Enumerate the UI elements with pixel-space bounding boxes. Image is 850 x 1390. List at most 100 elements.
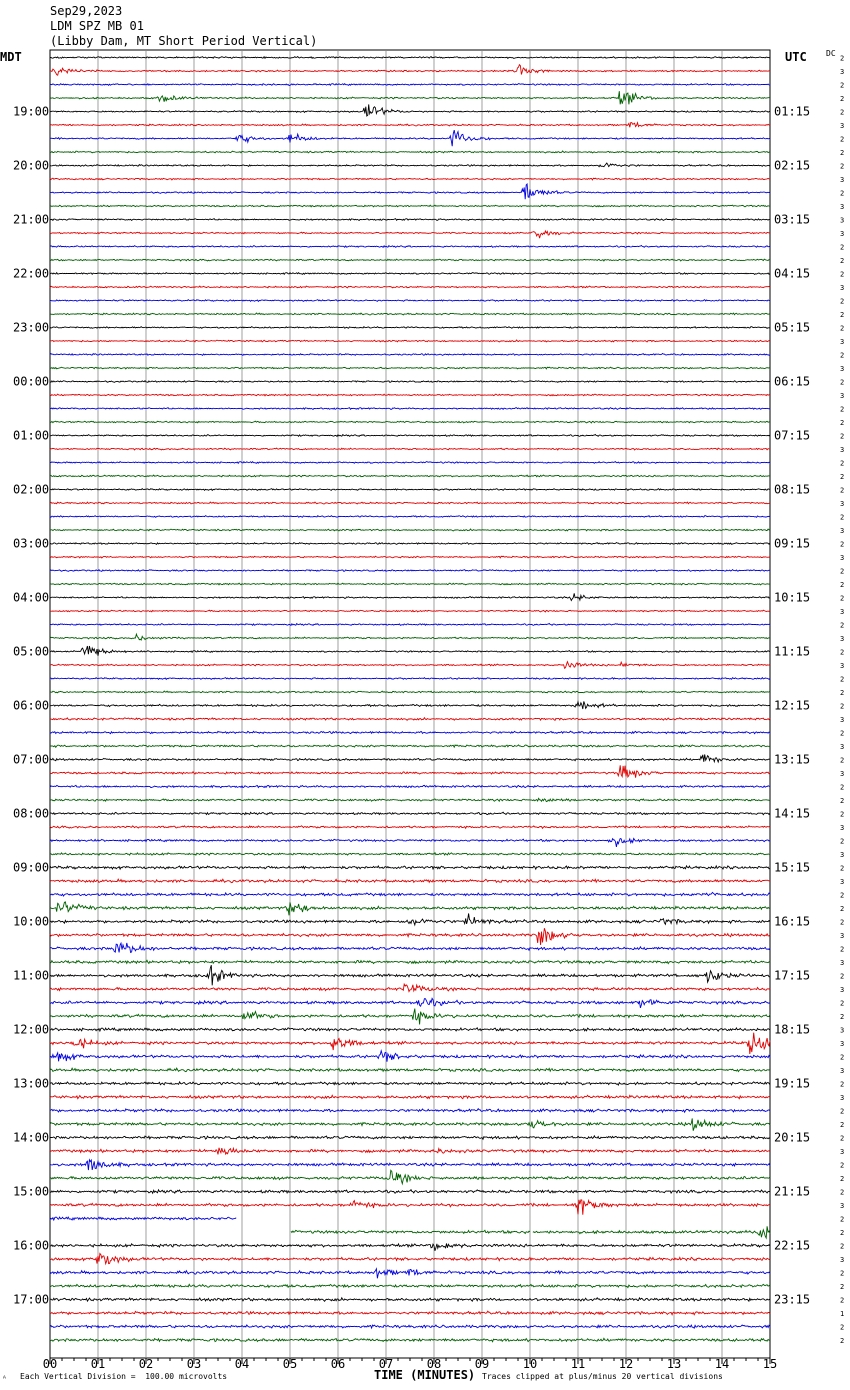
dc-offset-value: 3 <box>840 1148 844 1156</box>
dc-offset-value: 3 <box>840 932 844 940</box>
seismic-trace <box>49 730 771 735</box>
seismic-trace <box>49 501 771 505</box>
dc-offset-value: 3 <box>840 1202 844 1210</box>
dc-offset-value: 2 <box>840 1162 844 1170</box>
x-tick-label: 09 <box>475 1357 489 1371</box>
seismic-trace <box>49 1252 771 1266</box>
dc-offset-value: 2 <box>840 473 844 481</box>
dc-offset-value: 2 <box>840 892 844 900</box>
dc-offset-value: 2 <box>840 676 844 684</box>
seismic-trace <box>49 460 771 465</box>
dc-offset-value: 3 <box>840 68 844 76</box>
right-time-label: 10:15 <box>774 591 810 605</box>
seismic-trace <box>49 177 770 181</box>
dc-offset-value: 2 <box>840 797 844 805</box>
dc-offset-value: 2 <box>840 905 844 913</box>
dc-offset-value: 2 <box>840 149 844 157</box>
dc-offset-value: 2 <box>840 568 844 576</box>
x-tick-label: 08 <box>427 1357 441 1371</box>
dc-offset-value: 2 <box>840 55 844 63</box>
dc-offset-value: 2 <box>840 406 844 414</box>
dc-offset-value: 3 <box>840 824 844 832</box>
dc-offset-value: 2 <box>840 163 844 171</box>
seismic-trace <box>49 825 771 830</box>
seismic-trace <box>49 754 771 764</box>
dc-offset-value: 2 <box>840 919 844 927</box>
seismic-trace <box>49 258 771 262</box>
right-timezone-label: UTC <box>785 50 807 64</box>
seismic-trace <box>49 1067 771 1073</box>
dc-offset-value: 2 <box>840 595 844 603</box>
right-time-label: 01:15 <box>774 105 810 119</box>
seismic-trace <box>49 1188 771 1195</box>
seismic-trace <box>49 928 771 946</box>
dc-offset-value: 3 <box>840 338 844 346</box>
left-time-label: 22:00 <box>13 267 49 281</box>
dc-offset-value: 3 <box>840 959 844 967</box>
left-time-label: 13:00 <box>13 1077 49 1091</box>
seismic-trace <box>49 1267 771 1279</box>
seismic-trace <box>49 1146 771 1156</box>
seismic-trace <box>49 568 771 573</box>
seismic-trace <box>49 660 771 670</box>
seismic-trace <box>49 582 771 586</box>
seismic-trace <box>49 797 771 803</box>
dc-offset-value: 3 <box>840 986 844 994</box>
x-tick-label: 06 <box>331 1357 345 1371</box>
left-time-label: 15:00 <box>13 1185 49 1199</box>
dc-offset-value: 3 <box>840 1027 844 1035</box>
dc-offset-value: 2 <box>840 649 844 657</box>
right-time-label: 09:15 <box>774 537 810 551</box>
dc-offset-value: 2 <box>840 379 844 387</box>
x-tick-label: 04 <box>235 1357 249 1371</box>
dc-offset-value: 3 <box>840 662 844 670</box>
dc-offset-value: 2 <box>840 1243 844 1251</box>
clip-note: Traces clipped at plus/minus 20 vertical… <box>482 1372 723 1381</box>
seismic-trace <box>49 1134 771 1141</box>
seismic-trace <box>49 55 771 60</box>
left-time-label: 07:00 <box>13 753 49 767</box>
left-time-label: 14:00 <box>13 1131 49 1145</box>
seismic-trace <box>49 811 771 816</box>
seismic-trace <box>49 218 770 222</box>
seismic-trace <box>50 474 771 478</box>
dc-offset-value: 3 <box>840 203 844 211</box>
right-time-label: 11:15 <box>774 645 810 659</box>
x-tick-label: 14 <box>715 1357 729 1371</box>
plot-date: Sep29,2023 <box>50 4 123 18</box>
seismic-trace <box>50 393 771 397</box>
x-tick-label: 15 <box>763 1357 777 1371</box>
dc-offset-value: 2 <box>840 352 844 360</box>
seismic-trace <box>49 1324 771 1330</box>
dc-offset-value: 2 <box>840 1189 844 1197</box>
dc-offset-value: 2 <box>840 784 844 792</box>
left-time-label: 16:00 <box>13 1239 49 1253</box>
x-tick-label: 13 <box>667 1357 681 1371</box>
dc-offset-value: 3 <box>840 770 844 778</box>
seismic-trace <box>49 851 771 856</box>
seismic-trace <box>49 901 771 916</box>
dc-offset-value: 3 <box>840 608 844 616</box>
seismic-trace <box>49 878 771 884</box>
seismic-trace <box>49 632 771 641</box>
dc-offset-value: 2 <box>840 581 844 589</box>
left-time-label: 19:00 <box>13 105 49 119</box>
dc-offset-value: 2 <box>840 730 844 738</box>
dc-offset-value: 2 <box>840 1216 844 1224</box>
x-tick-label: 07 <box>379 1357 393 1371</box>
dc-offset-value: 3 <box>840 217 844 225</box>
dc-offset-value: 2 <box>840 1324 844 1332</box>
seismic-trace <box>49 997 771 1009</box>
x-tick-label: 02 <box>139 1357 153 1371</box>
dc-offset-value: 2 <box>840 433 844 441</box>
left-time-label: 23:00 <box>13 321 49 335</box>
seismic-trace <box>49 352 771 357</box>
corner-mark: ᴬ <box>2 1374 7 1383</box>
seismic-trace <box>49 82 771 87</box>
seismic-trace <box>49 555 771 559</box>
dc-offset-value: 2 <box>840 419 844 427</box>
seismic-trace <box>49 982 771 993</box>
right-time-label: 22:15 <box>774 1239 810 1253</box>
dc-offset-value: 3 <box>840 446 844 454</box>
